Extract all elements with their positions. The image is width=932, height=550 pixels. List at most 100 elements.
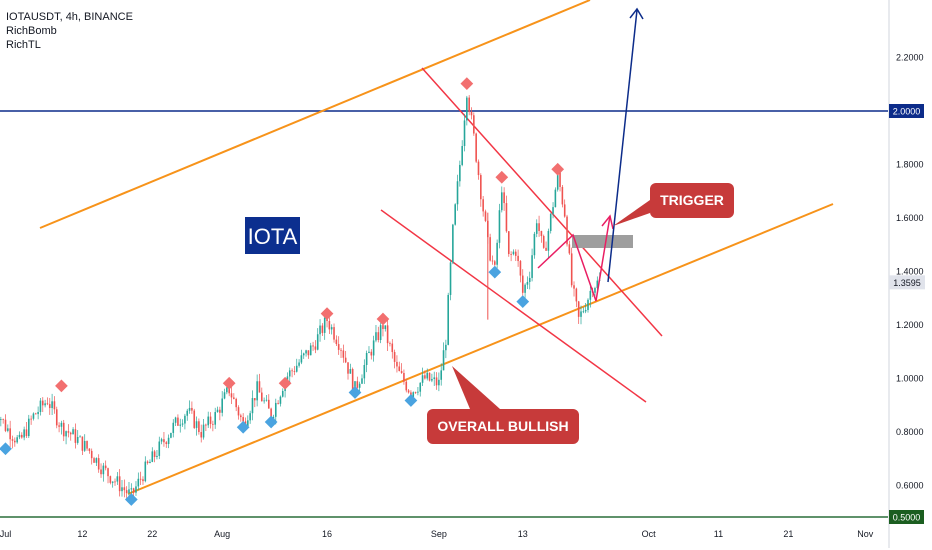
candle-body	[545, 247, 547, 251]
candle-body	[86, 440, 88, 449]
candle-body	[293, 371, 296, 372]
candle-body	[531, 255, 533, 278]
candle-body	[209, 416, 212, 424]
pivot-low-marker-3	[264, 415, 278, 429]
candle-body	[237, 407, 240, 416]
candle-body	[587, 299, 589, 311]
candle-body	[214, 412, 216, 425]
candle-body	[249, 413, 251, 421]
candle-body	[431, 378, 433, 381]
projected-path	[537, 215, 611, 302]
candle-body	[300, 355, 303, 363]
candle-body	[468, 97, 470, 112]
projected-path-arrowhead	[601, 214, 614, 230]
y-tick-label-3: 1.0000	[896, 374, 924, 384]
candle-body	[440, 370, 443, 380]
pivot-low-marker-4	[348, 386, 362, 399]
candle-body	[524, 284, 526, 293]
candle-body	[302, 353, 305, 356]
candle-body	[589, 290, 592, 300]
candle-body	[132, 488, 135, 493]
candle-body	[433, 377, 436, 379]
candle-body	[340, 349, 342, 351]
candle-body	[174, 417, 177, 423]
candle-body	[251, 398, 254, 414]
pivot-low-marker-6	[488, 265, 502, 279]
candle-body	[184, 415, 186, 424]
candle-body	[435, 377, 438, 386]
candle-body	[442, 350, 445, 371]
candle-body	[417, 391, 419, 393]
candle-body	[170, 432, 172, 438]
candle-body	[356, 381, 359, 388]
candle-body	[375, 332, 377, 341]
candle-body	[207, 416, 210, 426]
candle-body	[361, 378, 363, 384]
candle-body	[449, 262, 452, 295]
candle-body	[575, 288, 578, 302]
chart-legend: IOTAUSDT, 4h, BINANCE RichBomb RichTL	[6, 10, 133, 52]
candle-body	[363, 364, 366, 379]
candle-body	[559, 170, 561, 187]
candle-body	[23, 429, 25, 438]
candle-body	[358, 383, 361, 388]
candle-body	[582, 311, 585, 313]
candle-body	[477, 161, 480, 176]
candle-body	[379, 325, 382, 341]
pivot-high-marker-5	[376, 312, 390, 326]
y-tick-label-6: 1.4000	[896, 267, 924, 277]
candle-body	[228, 387, 230, 394]
candle-body	[365, 353, 368, 365]
candle-body	[347, 362, 349, 374]
candle-body	[146, 461, 149, 464]
candle-body	[69, 432, 72, 435]
candle-body	[254, 398, 256, 401]
candle-body	[370, 351, 373, 356]
pivot-high-marker-1	[55, 379, 68, 393]
candle-body	[459, 164, 461, 182]
x-tick-label-7: Oct	[642, 529, 657, 539]
candle-body	[72, 429, 74, 435]
candle-body	[542, 236, 545, 248]
breakout-arrow	[607, 9, 638, 283]
candle-body	[151, 451, 154, 462]
candle-body	[533, 233, 536, 256]
candle-body	[307, 350, 310, 356]
candle-body	[76, 437, 79, 443]
candle-body	[319, 325, 321, 335]
candle-body	[428, 372, 431, 381]
candle-body	[7, 428, 9, 431]
candle-body	[540, 230, 543, 237]
candle-body	[494, 261, 496, 265]
x-tick-label-2: 22	[147, 529, 157, 539]
trigger-callout-label: TRIGGER	[660, 192, 724, 208]
candle-body	[195, 421, 198, 428]
candle-body	[344, 357, 347, 363]
candle-body	[554, 189, 557, 208]
symbol-line[interactable]: IOTAUSDT, 4h, BINANCE	[6, 11, 133, 23]
candle-body	[51, 401, 53, 409]
indicator-richbomb[interactable]: RichBomb	[6, 25, 57, 37]
candle-body	[202, 424, 205, 438]
pivot-low-marker-1	[124, 493, 138, 506]
candle-body	[489, 237, 491, 261]
candle-body	[519, 261, 522, 276]
candle-body	[393, 352, 396, 362]
candle-body	[568, 244, 571, 254]
candle-body	[46, 403, 49, 405]
y-tick-label-10: 2.2000	[896, 53, 924, 63]
candle-body	[312, 345, 314, 347]
candle-body	[403, 372, 405, 382]
candle-body	[594, 287, 596, 293]
candle-body	[212, 423, 214, 425]
indicator-richtl[interactable]: RichTL	[6, 39, 41, 51]
candle-body	[466, 97, 468, 121]
candle-body	[405, 381, 408, 391]
candle-body	[552, 207, 554, 214]
candle-body	[37, 412, 39, 415]
candle-body	[463, 120, 466, 147]
candle-body	[498, 210, 501, 243]
overall-callout-label: OVERALL BULLISH	[437, 418, 568, 434]
